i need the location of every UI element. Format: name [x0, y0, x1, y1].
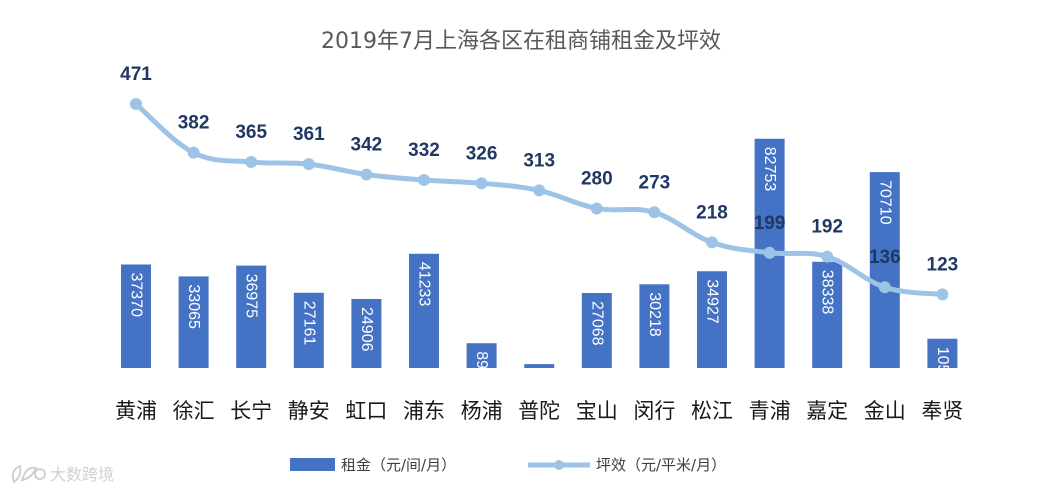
category-label: 奉贤: [921, 399, 963, 423]
bar-data-label: 1401: [531, 372, 548, 408]
line-point: [821, 250, 834, 263]
category-label: 普陀: [518, 399, 560, 423]
bar: [236, 265, 267, 368]
legend-line-marker: [554, 460, 564, 470]
category-label: 青浦: [749, 399, 791, 423]
bar-data-label: 34927: [704, 279, 721, 324]
line-point: [706, 236, 718, 249]
bar: [639, 284, 670, 368]
category-label: 金山: [864, 399, 906, 423]
category-axis-labels: 黄浦 徐汇 长宁 静安 虹口 浦东 杨浦 普陀 宝山 闵行 松江 青浦 嘉定 金山 奉贤: [115, 399, 963, 423]
line-data-label: 313: [523, 150, 555, 171]
line-point: [648, 206, 661, 219]
category-label: 徐汇: [173, 399, 215, 423]
category-label: 浦东: [403, 399, 445, 423]
line-data-label: 273: [639, 172, 671, 193]
line-data-label: 199: [754, 213, 786, 234]
line-data-label: 332: [408, 140, 440, 161]
line-point: [187, 146, 200, 159]
line-data-label: 326: [466, 143, 498, 164]
line-point: [475, 177, 488, 190]
chart-title: 2019年7月上海各区在租商铺租金及坪效: [321, 29, 721, 54]
bar: [581, 293, 612, 368]
category-label: 嘉定: [806, 399, 848, 423]
bar-data-label: 27161: [300, 301, 317, 346]
category-label: 静安: [288, 399, 330, 423]
bar: [697, 271, 727, 368]
line-data-label: 192: [811, 217, 843, 238]
category-label: 黄浦: [115, 399, 157, 423]
line-data-labels: 471 382 365 361 342 332 326 313 280 273 218 199 192 1…: [120, 64, 958, 275]
line-point: [878, 281, 891, 294]
line-data-label: 471: [120, 64, 152, 85]
line-data-label: 342: [351, 135, 383, 156]
category-label: 杨浦: [461, 399, 503, 423]
bar-data-label: 36975: [243, 274, 260, 319]
watermark-text: 大数跨境: [50, 465, 114, 484]
line-point: [302, 158, 315, 171]
bar-data-label: 27068: [588, 301, 605, 346]
line-data-label: 123: [927, 254, 959, 275]
bar-data-label: 24906: [358, 307, 375, 352]
bar-data-label: 8948: [473, 351, 490, 387]
legend-bar-swatch: [290, 458, 335, 471]
category-label: 长宁: [230, 399, 272, 423]
bar: [351, 299, 382, 368]
line-data-label: 382: [178, 113, 210, 134]
line-series: [130, 98, 949, 301]
line-point: [418, 174, 430, 187]
line-point: [763, 246, 776, 259]
bar: [293, 292, 324, 368]
category-label: 松江: [691, 399, 733, 423]
legend-bar-label: 租金（元/间/月）: [341, 456, 456, 474]
bar-data-label: 82753: [761, 147, 778, 192]
bar-series: [121, 138, 958, 368]
bar: [524, 364, 555, 368]
line-data-label: 280: [581, 168, 613, 189]
bar-data-label: 33065: [185, 284, 202, 329]
line-point: [245, 155, 258, 168]
line-data-label: 365: [235, 122, 267, 143]
line-data-label: 136: [869, 247, 901, 268]
line-data-label: 361: [293, 124, 325, 145]
bar: [409, 253, 439, 368]
bar-data-label: 41233: [416, 262, 433, 307]
legend-line-label: 坪效（元/平米/月）: [596, 456, 726, 474]
category-label: 宝山: [576, 399, 618, 423]
bar-data-labels: 37370 33065 36975 27161 24906 41233 8948 1401 27…: [128, 147, 951, 408]
line-point: [130, 98, 142, 110]
bar: [466, 343, 497, 368]
bar: [178, 276, 209, 368]
bar-data-label: 37370: [128, 272, 145, 317]
legend: 租金（元/间/月） 坪效（元/平米/月）: [290, 456, 726, 474]
line-point: [590, 202, 603, 215]
bar-data-label: 10569: [934, 347, 951, 392]
watermark: 大数跨境: [11, 464, 114, 484]
bar: [869, 172, 900, 368]
bar: [927, 338, 958, 368]
category-label: 闵行: [633, 399, 675, 423]
bar: [121, 264, 151, 368]
bar-data-label: 38338: [819, 270, 836, 315]
bar-data-label: 70710: [876, 180, 893, 225]
line-point: [360, 168, 373, 181]
lotus-logo-icon: [11, 464, 46, 484]
category-label: 虹口: [345, 399, 387, 423]
line-point: [533, 184, 546, 197]
line-point: [936, 288, 949, 301]
bar: [812, 261, 843, 368]
bar-data-label: 30218: [646, 292, 663, 337]
line-data-label: 218: [696, 202, 728, 223]
